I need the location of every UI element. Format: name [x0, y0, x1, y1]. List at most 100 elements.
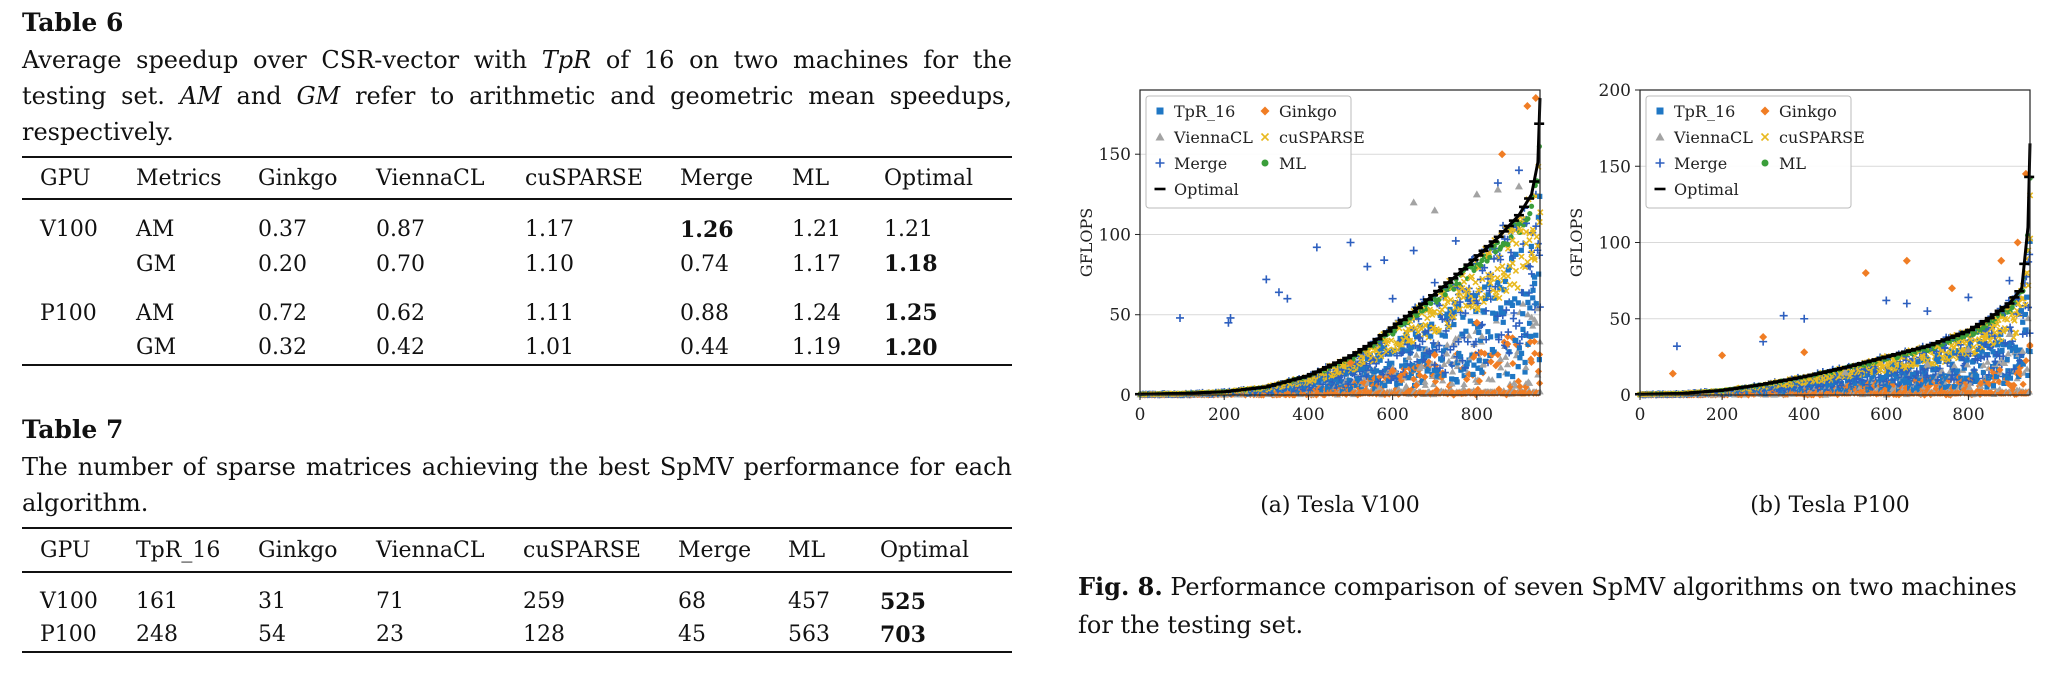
- scatter-point: [1494, 265, 1501, 273]
- scatter-point: [1533, 233, 1540, 240]
- legend-marker: [1260, 132, 1270, 142]
- scatter-point: [1526, 263, 1534, 271]
- scatter-point: [1955, 368, 1961, 374]
- scatter-point: [1411, 342, 1420, 350]
- scatter-point: [2023, 269, 2031, 277]
- scatter-point: [1451, 236, 1460, 245]
- scatter-point: [1957, 341, 1965, 349]
- scatter-point: [1431, 361, 1439, 369]
- scatter-point: [1473, 292, 1479, 299]
- scatter-point: [1477, 365, 1483, 371]
- scatter-point: [1382, 382, 1388, 389]
- scatter-point: [1482, 307, 1490, 315]
- scatter-point: [1923, 360, 1932, 368]
- scatter-point: [1504, 273, 1512, 280]
- y-tick-label: 50: [1609, 310, 1631, 330]
- legend-label: ViennaCL: [1173, 128, 1253, 147]
- x-tick-label: 200: [1208, 405, 1240, 425]
- scatter-point: [1503, 361, 1512, 368]
- scatter-point: [1421, 378, 1429, 385]
- y-tick-label: 150: [1599, 157, 1631, 177]
- y-tick-label: 0: [1620, 386, 1631, 406]
- scatter-point: [1826, 384, 1832, 390]
- value-cell: 128: [523, 622, 565, 647]
- scatter-cloud: [1636, 175, 2034, 399]
- scatter-point: [1533, 305, 1542, 312]
- scatter-point: [1442, 292, 1448, 298]
- scatter-point: [1481, 309, 1487, 315]
- scatter-point: [2019, 380, 2027, 388]
- scatter-point: [1346, 377, 1352, 383]
- scatter-point: [2025, 388, 2033, 395]
- scatter-point: [1408, 370, 1414, 377]
- scatter-point: [1479, 257, 1485, 264]
- scatter-point: [1430, 350, 1439, 359]
- scatter-point: [1976, 338, 1982, 345]
- value-cell: 563: [788, 622, 830, 647]
- scatter-point: [1495, 385, 1503, 393]
- value-cell: 31: [258, 589, 286, 614]
- scatter-point: [1514, 182, 1523, 190]
- scatter-point: [1495, 358, 1503, 366]
- scatter-point: [1526, 236, 1533, 244]
- scatter-point: [1439, 377, 1447, 384]
- scatter-point: [1481, 349, 1489, 358]
- value-cell: 0.74: [680, 251, 729, 277]
- table-6-header-row: GPU Metrics Ginkgo ViennaCL cuSPARSE Mer…: [22, 157, 1012, 199]
- scatter-point: [1532, 280, 1538, 286]
- scatter-point: [1496, 256, 1505, 264]
- scatter-point: [1371, 343, 1377, 349]
- scatter-point: [1449, 376, 1455, 382]
- scatter-point: [2022, 357, 2030, 365]
- value-cell: 1.24: [792, 300, 841, 326]
- scatter-point: [1512, 296, 1518, 302]
- table-row: P100 248 54 23 128 45 563 703: [22, 618, 1012, 652]
- scatter-point: [1513, 337, 1519, 344]
- scatter-point: [2006, 323, 2014, 331]
- scatter-point: [2025, 372, 2031, 379]
- legend-label: TpR_16: [1674, 102, 1735, 121]
- scatter-point: [1475, 324, 1481, 330]
- scatter-point: [1373, 368, 1380, 374]
- scatter-point: [1421, 381, 1429, 388]
- x-tick-label: 800: [1461, 405, 1493, 425]
- scatter-point: [1970, 331, 1977, 337]
- scatter-point: [1450, 339, 1458, 346]
- legend-marker: [1655, 158, 1665, 168]
- scatter-point: [1415, 334, 1423, 342]
- table-6-header: GPU: [40, 165, 91, 191]
- value-cell: 457: [788, 589, 830, 614]
- scatter-point: [1525, 341, 1531, 347]
- scatter-point: [1531, 274, 1538, 280]
- scatter-point: [1983, 358, 1992, 365]
- scatter-point: [1485, 292, 1491, 298]
- scatter-point: [1289, 384, 1295, 390]
- scatter-point: [1378, 353, 1385, 360]
- scatter-point: [2019, 347, 2027, 354]
- table-6-caption-part: of 16 on two machines for the testing se…: [22, 46, 1013, 110]
- scatter-point: [1460, 380, 1468, 388]
- scatter-point: [1964, 293, 1973, 302]
- scatter-point: [1401, 335, 1407, 341]
- scatter-point: [2010, 381, 2018, 389]
- value-cell: 0.32: [258, 335, 307, 360]
- scatter-point: [1406, 337, 1414, 344]
- scatter-point: [1528, 243, 1534, 250]
- scatter-point: [2017, 347, 2023, 353]
- scatter-point: [1534, 367, 1543, 375]
- gpu-cell: P100: [40, 622, 97, 647]
- scatter-point: [1451, 309, 1457, 315]
- value-cell: 23: [376, 622, 404, 647]
- scatter-point: [1433, 346, 1441, 354]
- scatter-point: [2021, 169, 2030, 178]
- scatter-point: [1887, 386, 1893, 392]
- scatter-point: [1450, 313, 1458, 321]
- scatter-point: [1883, 374, 1890, 380]
- table-row: V100 AM 0.37 0.87 1.17 1.26 1.21 1.21: [22, 199, 1012, 247]
- value-cell: 0.72: [258, 300, 307, 326]
- scatter-point: [1439, 332, 1445, 338]
- scatter-point: [1980, 369, 1986, 376]
- scatter-point: [1409, 198, 1418, 206]
- scatter-point: [2001, 380, 2007, 386]
- scatter-point: [1492, 292, 1499, 300]
